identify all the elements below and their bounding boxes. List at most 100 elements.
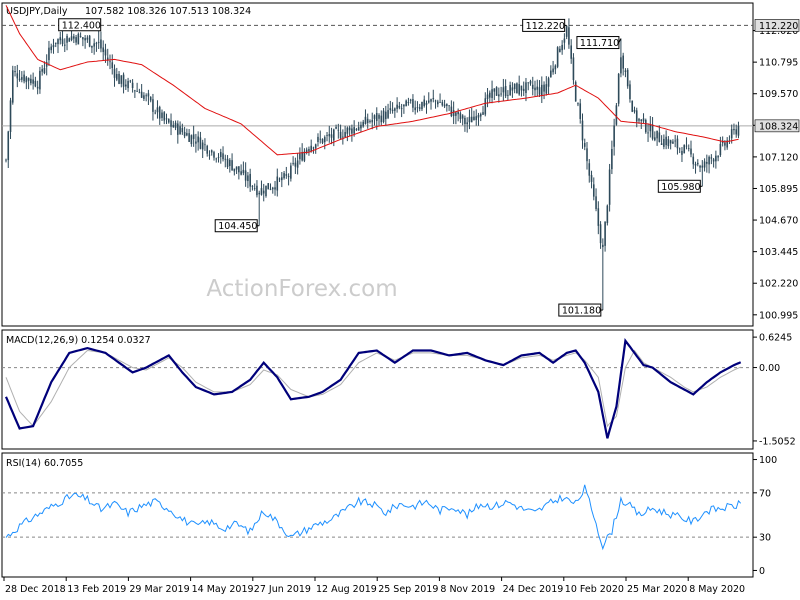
candle-body xyxy=(552,68,554,73)
candle-body xyxy=(721,140,724,144)
candle-body xyxy=(271,187,274,190)
candle-body xyxy=(493,88,496,92)
candle-body xyxy=(210,150,213,153)
macd-panel-frame xyxy=(1,329,754,450)
candle-body xyxy=(152,99,154,112)
candle-body xyxy=(122,74,125,87)
candle-body xyxy=(5,159,7,161)
candle-body xyxy=(235,166,238,170)
candle-body xyxy=(642,118,645,122)
rsi-y-tick-label: 0 xyxy=(759,566,765,577)
candle-body xyxy=(226,158,229,167)
candle-body xyxy=(292,163,294,164)
candle-body xyxy=(418,107,421,109)
macd-y-tick-label: -1.5052 xyxy=(759,436,796,447)
candle-body xyxy=(434,100,437,102)
candle-body xyxy=(86,37,89,40)
candle-body xyxy=(52,45,55,48)
candle-body xyxy=(54,42,57,44)
candle-body xyxy=(310,145,312,152)
price-y-tick-label: 107.120 xyxy=(759,152,798,163)
candle-body xyxy=(385,111,387,120)
candle-body xyxy=(394,108,396,111)
annotation-box xyxy=(522,18,566,32)
x-axis-label: 25 Sep 2019 xyxy=(378,584,438,595)
candle-body xyxy=(244,170,247,181)
candle-body xyxy=(663,138,665,147)
candle-body xyxy=(717,156,719,158)
candle-body xyxy=(224,158,227,160)
candle-body xyxy=(547,78,550,87)
candle-body xyxy=(204,144,206,146)
candle-body xyxy=(484,98,487,115)
candle-body xyxy=(735,129,738,135)
candle-body xyxy=(543,84,545,92)
candle-body xyxy=(518,84,520,95)
candle-body xyxy=(136,90,138,92)
candle-body xyxy=(464,117,466,125)
candle-body xyxy=(606,205,609,224)
candle-body xyxy=(602,244,604,248)
candle-body xyxy=(592,184,595,197)
candle-body xyxy=(525,82,527,94)
price-y-tick-label: 103.445 xyxy=(759,247,798,258)
macd-y-tick-label: 0.6245 xyxy=(759,333,792,344)
candle-body xyxy=(113,68,116,78)
candle-body xyxy=(11,70,14,103)
candle-body xyxy=(301,152,303,161)
candle-body xyxy=(550,70,552,78)
price-panel-frame xyxy=(1,2,754,327)
candle-body xyxy=(500,93,502,95)
candle-body xyxy=(326,135,328,136)
candle-body xyxy=(192,134,195,139)
candle-body xyxy=(36,86,39,89)
rsi-line xyxy=(5,484,742,551)
candle-body xyxy=(482,112,484,115)
candle-body xyxy=(63,44,66,46)
candle-body xyxy=(91,45,93,48)
candle-body xyxy=(608,169,611,205)
candle-body xyxy=(507,94,509,96)
candle-body xyxy=(314,144,317,149)
candle-body xyxy=(158,106,161,119)
candle-body xyxy=(111,62,114,68)
candle-body xyxy=(665,136,667,146)
candle-body xyxy=(710,157,713,159)
candle-body xyxy=(149,96,152,101)
candle-body xyxy=(366,118,369,124)
candle-body xyxy=(30,78,32,84)
x-axis-label: 29 Mar 2019 xyxy=(129,584,189,595)
candle-body xyxy=(588,163,591,176)
candle-body xyxy=(504,85,507,97)
candle-body xyxy=(450,106,453,117)
candle-body xyxy=(140,91,143,98)
candle-body xyxy=(265,185,267,197)
candle-body xyxy=(531,84,534,89)
candle-body xyxy=(231,160,233,171)
annotation-box xyxy=(576,36,620,50)
candle-body xyxy=(276,176,279,191)
candle-body xyxy=(134,90,136,92)
candle-body xyxy=(694,164,697,166)
candle-body xyxy=(491,89,493,99)
candle-body xyxy=(258,192,261,195)
candle-body xyxy=(423,99,426,107)
candle-body xyxy=(701,165,704,168)
candle-body xyxy=(529,81,532,84)
candle-body xyxy=(346,127,349,134)
annotation-box xyxy=(58,18,102,32)
candle-body xyxy=(703,161,706,168)
candle-body xyxy=(737,126,740,136)
macd-title: MACD(12,26,9) 0.1254 0.0327 xyxy=(6,335,151,346)
candle-body xyxy=(70,36,73,40)
candle-body xyxy=(516,83,518,94)
candle-body xyxy=(622,55,624,69)
candle-body xyxy=(375,113,378,121)
candle-body xyxy=(344,131,346,138)
x-axis-label: 12 Aug 2019 xyxy=(316,584,377,595)
candle-body xyxy=(339,131,342,139)
candle-body xyxy=(522,88,525,91)
x-axis-label: 24 Dec 2019 xyxy=(503,584,564,595)
candle-body xyxy=(59,37,62,41)
